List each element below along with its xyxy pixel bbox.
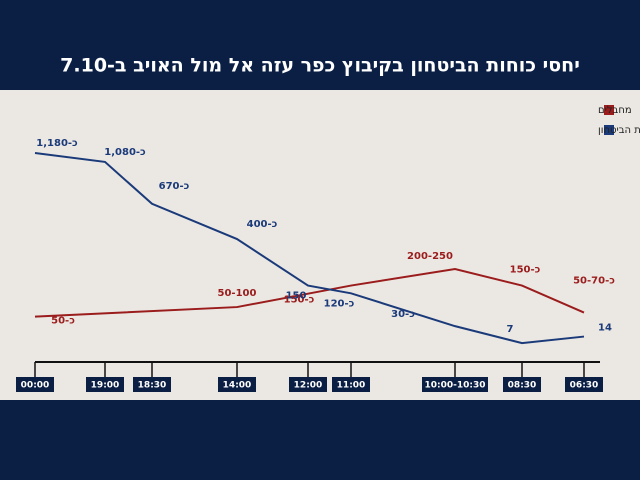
data-label: 200-250 [407, 251, 453, 262]
data-label: כ-1,080 [104, 147, 146, 158]
data-label: כ-1,180 [36, 138, 78, 149]
data-label: כ-150 [284, 295, 315, 306]
data-label: כ-120 [324, 298, 355, 309]
data-label: כ-400 [247, 219, 278, 230]
legend-label: מחבלים [598, 105, 632, 116]
tick-box [218, 377, 256, 392]
legend-swatch [604, 105, 614, 115]
x-tick-label: 10:00-10:30 [424, 381, 485, 391]
panel [0, 90, 640, 400]
tick-box [289, 377, 327, 392]
tick-box [133, 377, 171, 392]
legend-label: כוחות הביטחון [598, 125, 640, 136]
tick-box [86, 377, 124, 392]
tick-box [332, 377, 370, 392]
line [34, 152, 585, 345]
line [34, 268, 585, 318]
data-label: כ-150 [510, 265, 541, 276]
data-label: כ-30 [391, 309, 415, 320]
data-label: כ-50-70 [573, 276, 615, 287]
tick-box [422, 377, 488, 392]
chart-title: יחסי כוחות הביטחון בקיבוץ כפר עזה אל מול… [60, 55, 580, 77]
data-label: 7 [507, 324, 514, 335]
tick-box [16, 377, 54, 392]
x-tick-label: 12:00 [294, 381, 323, 391]
data-label: 14 [598, 323, 612, 334]
x-tick-label: 06:30 [570, 381, 599, 391]
legend-swatch [604, 125, 614, 135]
x-tick-label: 11:00 [337, 381, 366, 391]
x-tick-label: 00:00 [21, 381, 50, 391]
tick-box [565, 377, 603, 392]
x-tick-label: 08:30 [508, 381, 537, 391]
data-label: 50-100 [218, 288, 257, 299]
data-label: כ-50 [51, 316, 75, 327]
x-tick-label: 19:00 [91, 381, 120, 391]
data-label: כ-670 [159, 181, 190, 192]
x-tick-label: 14:00 [223, 381, 252, 391]
x-tick-label: 18:30 [138, 381, 167, 391]
tick-box [503, 377, 541, 392]
data-label: 150 [286, 291, 307, 302]
